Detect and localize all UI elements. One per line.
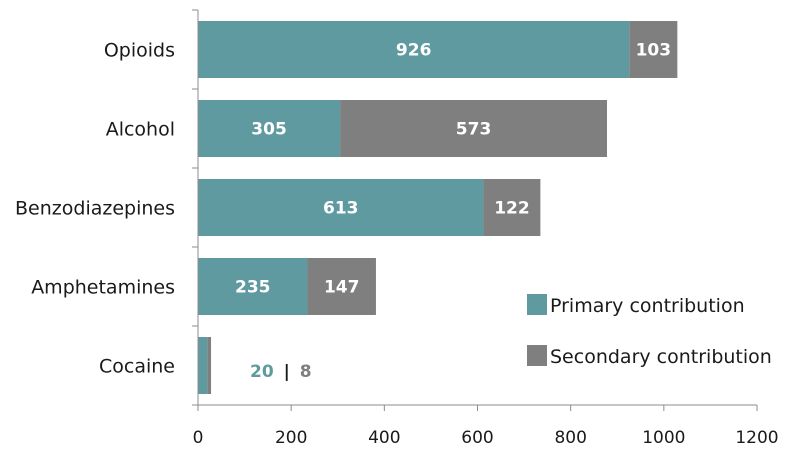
x-tick-label: 1200 [735,428,778,448]
category-label-benzodiazepines: Benzodiazepines [15,198,175,220]
bar-label-alcohol-primary: 305 [251,120,287,140]
bar-alcohol-primary [198,100,341,157]
bar-label-alcohol-secondary: 573 [456,120,492,140]
bar-label-opioids-primary: 926 [396,41,432,61]
cocaine-annotation-secondary: 8 [300,362,312,382]
cocaine-annotation-separator: | [284,362,290,382]
x-tick-label: 200 [275,428,307,448]
legend-swatch-secondary [527,345,547,366]
bar-alcohol-secondary [340,100,608,157]
bar-benzodiazepines-secondary [483,179,541,236]
bar-label-opioids-secondary: 103 [636,41,672,61]
category-label-opioids: Opioids [104,40,175,62]
cocaine-annotation: 20 | 8 [250,362,312,382]
category-label-alcohol: Alcohol [106,119,175,141]
ticks-group: 0 200 400 600 800 1000 1200 [193,428,779,448]
bar-cocaine-secondary [207,337,212,394]
bar-amphetamines-primary [198,258,308,315]
bar-label-amphetamines-primary: 235 [235,278,271,298]
bars-group [198,21,678,394]
bar-opioids-primary [198,21,630,78]
x-tick-label: 800 [554,428,586,448]
x-tick-label: 600 [461,428,493,448]
x-tick-label: 1000 [642,428,685,448]
bar-label-benzodiazepines-primary: 613 [323,199,359,219]
bar-label-benzodiazepines-secondary: 122 [494,199,530,219]
axes-group [192,9,758,411]
bar-labels-group: 926 103 305 573 613 122 235 147 [235,41,671,298]
legend-label-primary: Primary contribution [550,295,745,317]
bar-label-amphetamines-secondary: 147 [324,278,360,298]
bar-cocaine-primary [198,337,208,394]
category-labels-group: Opioids Alcohol Benzodiazepines Amphetamine… [15,40,175,378]
bar-benzodiazepines-primary [198,179,484,236]
category-label-cocaine: Cocaine [99,356,175,378]
cocaine-annotation-primary: 20 [250,362,274,382]
x-tick-label: 0 [193,428,204,448]
category-label-amphetamines: Amphetamines [31,277,175,299]
legend-swatch-primary [527,294,547,315]
x-tick-label: 400 [368,428,400,448]
bar-amphetamines-secondary [307,258,376,315]
legend: Primary contribution Secondary contribut… [527,294,772,368]
bar-opioids-secondary [629,21,678,78]
legend-label-secondary: Secondary contribution [550,346,772,368]
